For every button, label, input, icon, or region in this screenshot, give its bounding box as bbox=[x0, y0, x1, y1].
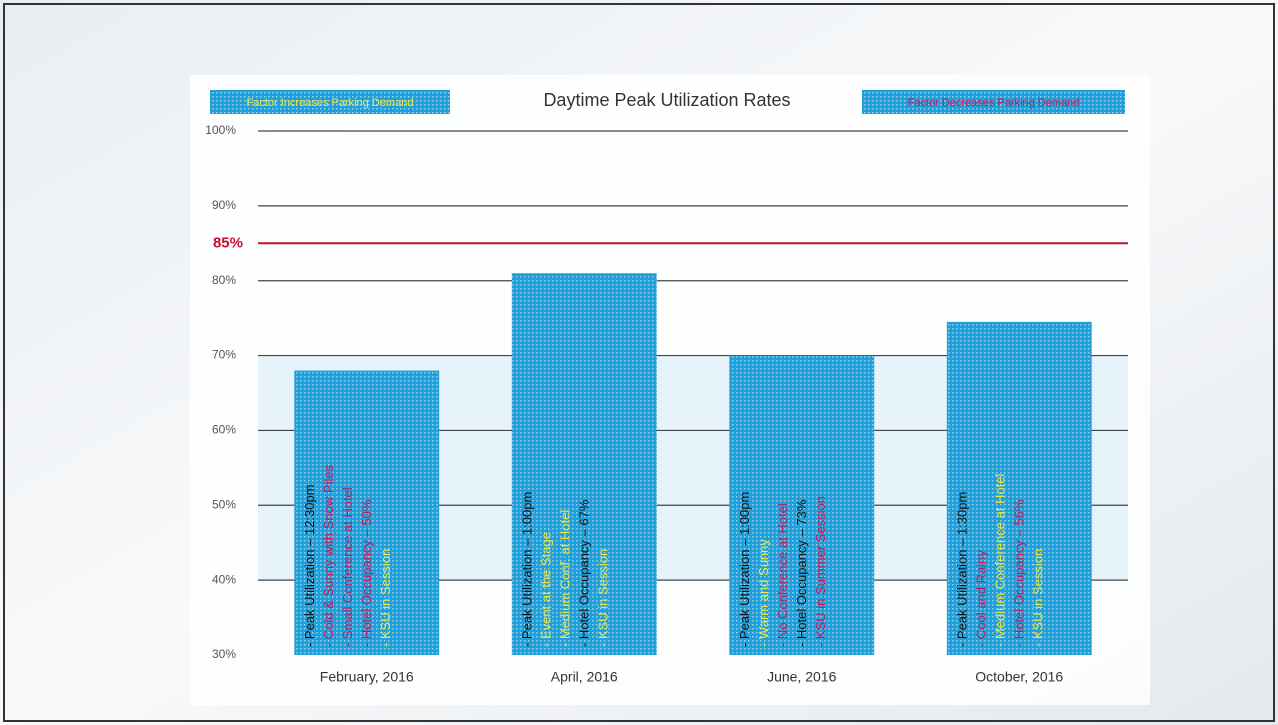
y-tick-label: 30% bbox=[212, 647, 236, 661]
reference-label: 85% bbox=[213, 234, 243, 251]
legend-label: Factor Decreases Parking Demand bbox=[908, 97, 1080, 109]
x-tick-label: April, 2016 bbox=[551, 669, 618, 685]
legend-label: Factor Increases Parking Demand bbox=[247, 97, 414, 109]
bar-note: - Small Conference at Hotel bbox=[340, 487, 355, 647]
y-tick-label: 40% bbox=[212, 572, 236, 586]
bar-note: - KSU in Summer Session bbox=[813, 496, 828, 647]
y-tick-label: 100% bbox=[205, 123, 236, 137]
chart-title: Daytime Peak Utilization Rates bbox=[543, 90, 790, 110]
bar-note: - Hotel Occupancy – 73% bbox=[794, 499, 809, 647]
bar-note: - Hotel Occupancy – 50% bbox=[359, 499, 374, 647]
y-tick-label: 80% bbox=[212, 273, 236, 287]
bar-note: - Cold & Sunny with Snow Piles bbox=[321, 464, 336, 647]
chart: Daytime Peak Utilization Rates Factor In… bbox=[0, 0, 1278, 725]
bar-note: - KSU in Session bbox=[595, 549, 610, 647]
page: Daytime Peak Utilization Rates Factor In… bbox=[0, 0, 1278, 725]
y-tick-label: 90% bbox=[212, 198, 236, 212]
bar-note: - Medium Conf. at Hotel bbox=[557, 510, 572, 647]
x-tick-label: February, 2016 bbox=[320, 669, 414, 685]
bar-note: - No Conference at Hotel bbox=[775, 503, 790, 647]
bar-note: - Peak Utilization – 1:00pm bbox=[519, 492, 534, 647]
bar-note: - Hotel Occupancy – 56% bbox=[1011, 499, 1026, 647]
bar-note: - Cool and Rainy bbox=[973, 550, 988, 647]
y-tick-label: 50% bbox=[212, 497, 236, 511]
bar-note: - Peak Utilization – 12:30pm bbox=[302, 484, 317, 647]
y-tick-label: 70% bbox=[212, 348, 236, 362]
bar-note: - Hotel Occupancy – 67% bbox=[576, 499, 591, 647]
x-tick-label: June, 2016 bbox=[767, 669, 836, 685]
bar-note: - Medium Conference at Hotel bbox=[992, 473, 1007, 647]
bar-note: - Warm and Sunny bbox=[756, 539, 771, 647]
x-tick-label: October, 2016 bbox=[975, 669, 1063, 685]
bar-note: - Peak Utilization – 1:30pm bbox=[954, 492, 969, 647]
bar-note: - KSU in Session bbox=[1030, 549, 1045, 647]
bar-note: - Peak Utilization – 1:00pm bbox=[737, 492, 752, 647]
bar-note: - Event at the Stage bbox=[538, 532, 553, 647]
y-tick-label: 60% bbox=[212, 423, 236, 437]
bar-note: - KSU in Session bbox=[378, 549, 393, 647]
